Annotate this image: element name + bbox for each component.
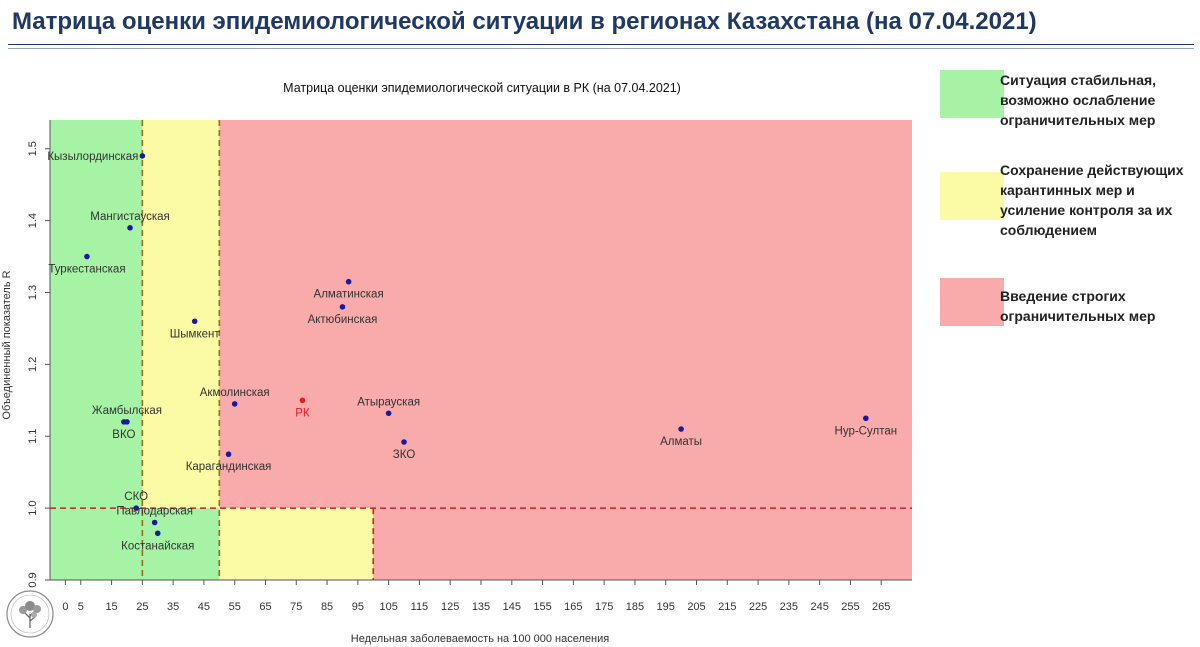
y-tick-label: 0.9 bbox=[27, 572, 39, 587]
data-point bbox=[299, 397, 306, 404]
data-point bbox=[385, 410, 392, 417]
tree-logo-icon bbox=[6, 590, 54, 638]
data-point-label: Актюбинская bbox=[308, 314, 378, 326]
x-tick-label: 95 bbox=[352, 601, 364, 613]
data-point bbox=[121, 419, 127, 425]
x-tick-label: 75 bbox=[290, 601, 302, 613]
chart-title: Матрица оценки эпидемиологической ситуац… bbox=[283, 81, 681, 95]
x-tick-label: 185 bbox=[626, 601, 644, 613]
data-point bbox=[139, 153, 146, 159]
data-point-label: Мангистауская bbox=[90, 211, 170, 223]
x-tick-label: 15 bbox=[105, 601, 117, 613]
legend-label: Ситуация стабильная, возможно ослабление о… bbox=[1000, 72, 1157, 128]
x-tick-label: 245 bbox=[810, 601, 828, 613]
data-point bbox=[133, 505, 139, 511]
x-tick-label: 155 bbox=[533, 601, 551, 613]
data-point bbox=[345, 278, 352, 285]
x-tick-label: 85 bbox=[321, 601, 333, 613]
data-point-label: Костанайская bbox=[121, 540, 194, 552]
x-tick-label: 215 bbox=[718, 601, 736, 613]
x-tick-label: 255 bbox=[841, 601, 859, 613]
x-tick-label: 55 bbox=[229, 601, 241, 613]
zone-green-3 bbox=[50, 508, 220, 580]
scatter-chart: 0 5 15 25 35 45 55 65 75 85 95 105 115 125 135 145 155 16… bbox=[1, 81, 913, 645]
zone-green-0 bbox=[50, 120, 143, 509]
data-point-label: Алматы bbox=[660, 436, 702, 448]
data-point-label: ВКО bbox=[112, 429, 135, 441]
x-tick-label: 25 bbox=[136, 601, 148, 613]
x-axis-label: Недельная заболеваемость на 100 000 насе… bbox=[351, 633, 609, 645]
x-tick-label: 135 bbox=[472, 601, 490, 613]
x-tick-label: 45 bbox=[198, 601, 210, 613]
data-point bbox=[863, 415, 869, 422]
y-tick-label: 1.1 bbox=[27, 429, 39, 444]
x-tick-label: 165 bbox=[564, 601, 582, 613]
data-point-label: СКО bbox=[124, 491, 148, 503]
y-axis-label: Объединенный показатель R bbox=[1, 270, 13, 419]
data-point bbox=[151, 519, 158, 526]
x-tick-label: 5 bbox=[78, 601, 84, 613]
title-rule bbox=[8, 44, 1194, 45]
data-point-label: Карагандинская bbox=[186, 461, 272, 473]
legend-label: Введение строгих ограничительных мер bbox=[1000, 288, 1156, 324]
data-point bbox=[678, 426, 684, 432]
x-tick-label: 105 bbox=[379, 601, 397, 613]
y-tick-label: 1.2 bbox=[27, 357, 39, 372]
data-point-label: Кызылординская bbox=[47, 151, 138, 163]
data-point-label: Жамбылская bbox=[92, 405, 162, 417]
data-point bbox=[231, 401, 238, 407]
x-tick-label: 195 bbox=[657, 601, 675, 613]
page-title: Матрица оценки эпидемиологической ситуац… bbox=[12, 8, 1037, 35]
zone-yellow-1 bbox=[142, 120, 220, 509]
data-point bbox=[84, 253, 90, 260]
x-tick-label: 175 bbox=[595, 601, 613, 613]
y-tick-label: 1.0 bbox=[27, 500, 39, 515]
data-point-label: Павлодарская bbox=[116, 506, 193, 518]
x-tick-label: 125 bbox=[441, 601, 459, 613]
zone-yellow-4 bbox=[219, 508, 374, 580]
data-point-label: Нур-Султан bbox=[835, 425, 898, 437]
y-tick-label: 1.5 bbox=[27, 141, 39, 156]
x-tick-label: 235 bbox=[780, 601, 798, 613]
legend-swatch bbox=[940, 172, 1004, 220]
data-point-label: ЗКО bbox=[393, 449, 416, 461]
y-tick-label: 1.4 bbox=[27, 213, 39, 228]
data-point-label: Атырауская bbox=[357, 396, 420, 408]
data-point-label: Туркестанская bbox=[48, 264, 125, 276]
x-tick-label: 225 bbox=[749, 601, 767, 613]
title-rule-secondary bbox=[8, 48, 1194, 49]
y-tick-label: 1.3 bbox=[27, 285, 39, 300]
data-point-label: Шымкент bbox=[170, 328, 221, 340]
zone-red-2 bbox=[219, 120, 913, 509]
x-tick-label: 205 bbox=[687, 601, 705, 613]
x-tick-label: 65 bbox=[259, 601, 271, 613]
legend-swatch bbox=[940, 278, 1004, 326]
data-point-label: РК bbox=[295, 407, 310, 419]
data-point bbox=[127, 225, 133, 231]
data-point bbox=[339, 304, 346, 310]
data-point bbox=[225, 451, 232, 458]
x-tick-label: 115 bbox=[411, 601, 429, 613]
data-point-label: Алматинская bbox=[314, 289, 384, 301]
zone-red-5 bbox=[373, 508, 912, 580]
data-point bbox=[154, 530, 161, 537]
data-point bbox=[191, 318, 198, 325]
x-tick-label: 265 bbox=[872, 601, 890, 613]
x-tick-label: 0 bbox=[62, 601, 68, 613]
data-point-label: Акмолинская bbox=[200, 387, 270, 399]
legend-swatch bbox=[940, 70, 1004, 118]
x-tick-label: 145 bbox=[503, 601, 521, 613]
x-tick-label: 35 bbox=[167, 601, 179, 613]
data-point bbox=[401, 439, 407, 445]
